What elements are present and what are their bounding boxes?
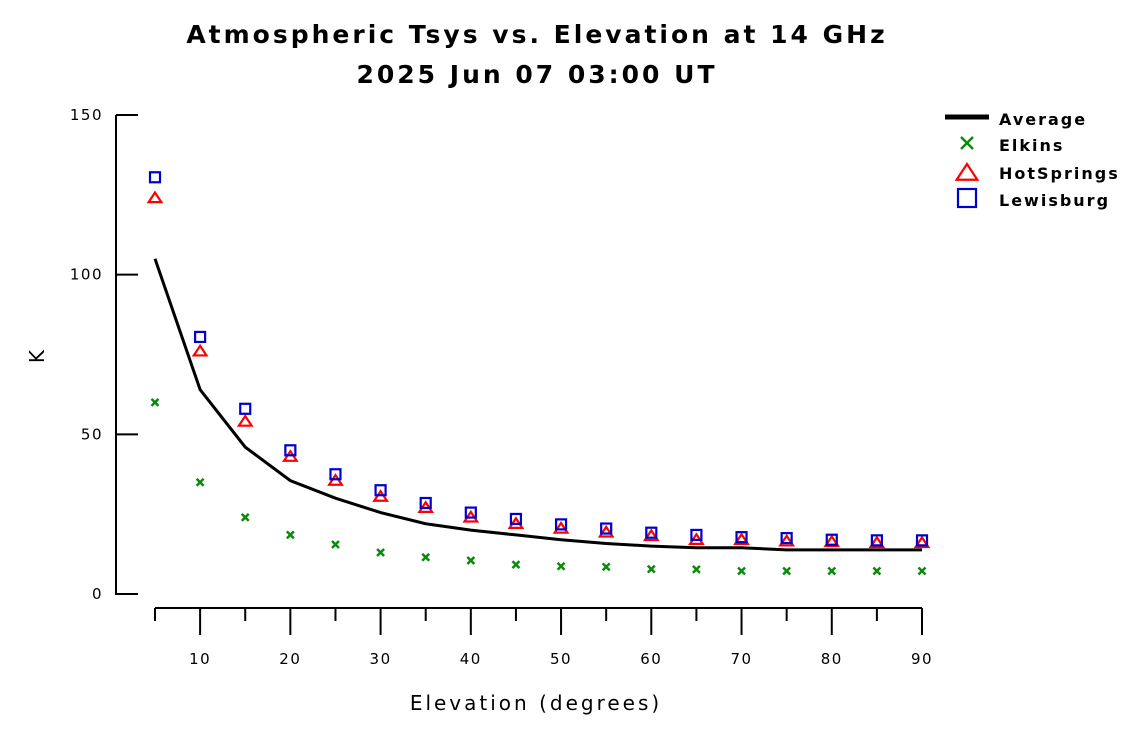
- data-point: [329, 468, 342, 481]
- data-point: [733, 532, 750, 545]
- x-tick-label: 80: [821, 650, 843, 668]
- legend-item-lewisburg: Lewisburg: [956, 187, 1110, 210]
- data-point: [195, 477, 205, 487]
- data-point: [240, 512, 250, 522]
- legend-label: HotSprings: [999, 164, 1120, 183]
- y-tick-label: 50: [81, 425, 103, 443]
- data-point: [239, 402, 252, 415]
- data-point: [917, 566, 927, 576]
- x-tick-label: 30: [370, 650, 392, 668]
- data-point: [645, 526, 658, 539]
- data-point: [374, 484, 387, 497]
- legend-item-hotsprings: HotSprings: [954, 161, 1120, 183]
- y-tick-label: 0: [92, 585, 103, 603]
- y-tick-label: 150: [70, 106, 103, 124]
- data-point: [421, 552, 431, 562]
- data-point: [511, 560, 521, 570]
- legend-label: Average: [999, 110, 1087, 129]
- series-elkins: [150, 398, 927, 576]
- data-point: [823, 534, 841, 548]
- legend-item-average: Average: [945, 110, 1087, 129]
- y-ticks: 0 50 100 150: [70, 106, 138, 603]
- data-point: [646, 564, 656, 574]
- x-tick-label: 50: [550, 650, 572, 668]
- x-tick-label: 70: [730, 650, 752, 668]
- data-point: [870, 534, 883, 547]
- data-point: [780, 532, 793, 545]
- data-point: [466, 556, 476, 565]
- data-point: [692, 565, 701, 574]
- data-point: [825, 533, 838, 546]
- data-point: [915, 534, 929, 547]
- x-tick-label: 90: [911, 650, 933, 668]
- data-point: [556, 561, 566, 571]
- chart-title: Atmospheric Tsys vs. Elevation at 14 GHz: [186, 20, 887, 49]
- data-point: [331, 540, 340, 549]
- data-point: [690, 528, 703, 542]
- legend-swatch: [956, 187, 978, 209]
- data-point: [913, 535, 931, 549]
- series-line: [153, 258, 922, 552]
- data-point: [509, 512, 523, 526]
- data-point: [642, 528, 660, 542]
- legend-swatch: [954, 161, 980, 181]
- data-point: [552, 521, 570, 534]
- data-point: [285, 530, 295, 540]
- series-average: [153, 258, 922, 552]
- y-tick-label: 100: [70, 266, 103, 284]
- y-axis-label: K: [25, 347, 49, 363]
- legend-label: Lewisburg: [999, 191, 1110, 210]
- x-tick-label: 10: [189, 650, 211, 668]
- x-ticks: 10 20 30 40 50 60 70 80 90: [154, 608, 933, 668]
- data-point: [597, 524, 615, 538]
- series-lewisburg: [148, 171, 929, 547]
- data-point: [601, 562, 611, 572]
- legend: Average Elkins HotSprings Lewisburg: [945, 110, 1120, 210]
- data-point: [150, 398, 160, 407]
- chart-subtitle: 2025 Jun 07 03:00 UT: [356, 60, 717, 89]
- data-point: [735, 531, 748, 544]
- data-point: [376, 548, 385, 557]
- data-point: [146, 190, 164, 204]
- legend-label: Elkins: [999, 136, 1064, 155]
- series-hotsprings: [146, 190, 931, 549]
- data-point: [148, 171, 162, 184]
- data-point: [284, 444, 297, 457]
- data-point: [191, 343, 209, 357]
- x-axis-label: Elevation (degrees): [410, 691, 662, 715]
- x-tick-label: 60: [640, 650, 662, 668]
- data-point: [236, 414, 254, 427]
- data-point: [782, 566, 792, 576]
- data-point: [194, 330, 207, 344]
- data-point: [778, 533, 796, 547]
- legend-swatch: [960, 136, 974, 150]
- data-point: [827, 566, 837, 576]
- x-tick-label: 20: [279, 650, 301, 668]
- data-point: [868, 535, 886, 549]
- data-point: [554, 518, 568, 531]
- data-point: [600, 522, 613, 535]
- data-point: [737, 566, 746, 576]
- plot-series: [146, 171, 931, 576]
- data-point: [872, 566, 882, 576]
- legend-item-elkins: Elkins: [960, 136, 1064, 155]
- data-point: [419, 496, 432, 510]
- x-tick-label: 40: [460, 650, 482, 668]
- data-point: [464, 506, 477, 519]
